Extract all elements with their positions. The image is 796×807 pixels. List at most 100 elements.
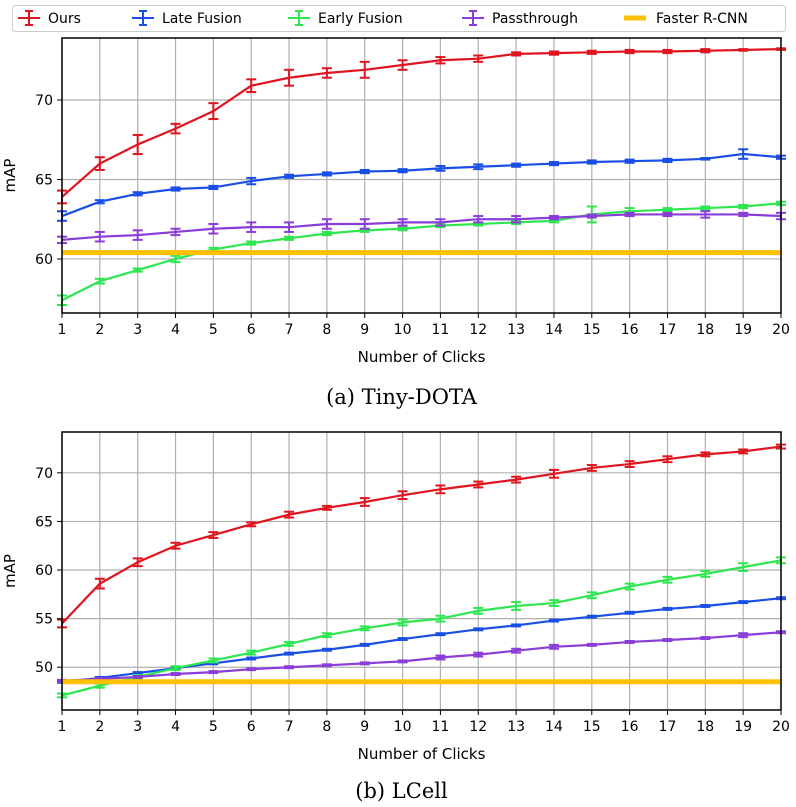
data-point-errorbar — [435, 164, 446, 172]
data-point-errorbar — [397, 490, 408, 501]
data-point-errorbar — [586, 464, 597, 472]
data-point-errorbar — [700, 210, 711, 219]
data-point-errorbar — [548, 618, 559, 623]
data-point-errorbar — [397, 637, 408, 642]
x-tick-label: 14 — [545, 719, 563, 735]
legend-label: Early Fusion — [318, 11, 403, 27]
data-point-errorbar — [132, 267, 143, 273]
x-tick-label: 19 — [734, 719, 752, 735]
data-point-errorbar — [208, 670, 219, 675]
data-point-errorbar — [662, 157, 673, 163]
data-point-errorbar — [170, 672, 181, 677]
legend-label: Passthrough — [492, 11, 578, 27]
data-point-errorbar — [170, 227, 181, 237]
data-point-errorbar — [624, 582, 635, 591]
series-late-fusion — [57, 148, 786, 222]
data-point-errorbar — [548, 643, 559, 650]
x-tick-label: 10 — [394, 719, 412, 735]
y-tick-label: 70 — [35, 93, 53, 109]
x-tick-label: 6 — [247, 322, 256, 338]
data-point-errorbar — [435, 632, 446, 637]
legend-entry-ours: Ours — [18, 10, 81, 27]
x-tick-label: 12 — [469, 719, 487, 735]
x-tick-label: 20 — [772, 719, 790, 735]
data-point-errorbar — [397, 168, 408, 174]
data-point-errorbar — [624, 158, 635, 164]
y-tick-label: 55 — [35, 612, 53, 628]
data-point-errorbar — [473, 163, 484, 171]
x-tick-label: 2 — [95, 719, 104, 735]
x-axis-label: Number of Clicks — [358, 348, 486, 366]
data-point-errorbar — [284, 235, 295, 241]
data-point-errorbar — [511, 215, 522, 224]
data-point-errorbar — [94, 277, 105, 285]
data-point-errorbar — [511, 601, 522, 611]
legend-label: Late Fusion — [162, 11, 242, 27]
data-point-errorbar — [662, 211, 673, 218]
data-point-errorbar — [397, 618, 408, 627]
data-point-errorbar — [284, 510, 295, 519]
data-point-errorbar — [738, 600, 749, 605]
x-tick-label: 3 — [133, 719, 142, 735]
data-point-errorbar — [624, 610, 635, 615]
data-point-errorbar — [284, 640, 295, 647]
data-point-errorbar — [284, 665, 295, 670]
x-tick-label: 5 — [209, 322, 218, 338]
data-point-errorbar — [435, 484, 446, 495]
data-point-errorbar — [738, 148, 749, 160]
data-point-errorbar — [246, 667, 257, 672]
data-point-errorbar — [511, 475, 522, 484]
x-tick-label: 17 — [659, 322, 677, 338]
x-tick-label: 5 — [209, 719, 218, 735]
data-point-errorbar — [397, 659, 408, 664]
x-tick-label: 13 — [507, 322, 525, 338]
data-point-errorbar — [208, 184, 219, 191]
data-point-errorbar — [586, 159, 597, 165]
data-point-errorbar — [284, 173, 295, 179]
data-point-errorbar — [738, 632, 749, 639]
data-point-errorbar — [548, 50, 559, 56]
x-tick-label: 3 — [133, 322, 142, 338]
x-tick-label: 20 — [772, 322, 790, 338]
series-passthrough — [57, 630, 786, 683]
x-tick-label: 9 — [360, 322, 369, 338]
data-point-errorbar — [246, 521, 257, 528]
x-tick-label: 15 — [583, 322, 601, 338]
axes-frame — [61, 37, 782, 314]
data-point-errorbar — [94, 199, 105, 205]
legend-entry-passthrough: Passthrough — [462, 10, 578, 27]
x-tick-label: 16 — [621, 322, 639, 338]
data-point-errorbar — [662, 638, 673, 642]
data-point-errorbar — [586, 49, 597, 55]
x-tick-label: 4 — [171, 322, 180, 338]
x-tick-label: 18 — [696, 719, 714, 735]
data-point-errorbar — [132, 133, 143, 156]
data-point-errorbar — [208, 222, 219, 235]
x-axis-label: Number of Clicks — [358, 745, 486, 763]
data-point-errorbar — [321, 218, 332, 230]
data-point-errorbar — [624, 211, 635, 218]
x-tick-label: 9 — [360, 719, 369, 735]
series-line — [61, 48, 782, 198]
data-point-errorbar — [246, 78, 257, 94]
data-point-errorbar — [132, 229, 143, 241]
y-axis-label: mAP — [1, 554, 19, 588]
x-tick-label: 12 — [469, 322, 487, 338]
data-point-errorbar — [284, 68, 295, 87]
data-point-errorbar — [738, 48, 749, 52]
data-point-errorbar — [662, 575, 673, 584]
series-line — [61, 631, 782, 682]
legend-label: Faster R-CNN — [656, 11, 748, 27]
x-tick-label: 8 — [322, 719, 331, 735]
series-line — [61, 213, 782, 241]
x-tick-label: 6 — [247, 719, 256, 735]
data-point-errorbar — [586, 614, 597, 619]
data-point-errorbar — [700, 157, 711, 161]
y-tick-label: 60 — [35, 563, 53, 579]
x-tick-label: 2 — [95, 322, 104, 338]
data-point-errorbar — [662, 455, 673, 464]
data-point-errorbar — [511, 623, 522, 628]
data-point-errorbar — [548, 599, 559, 607]
x-tick-label: 17 — [659, 719, 677, 735]
data-point-errorbar — [359, 661, 370, 666]
